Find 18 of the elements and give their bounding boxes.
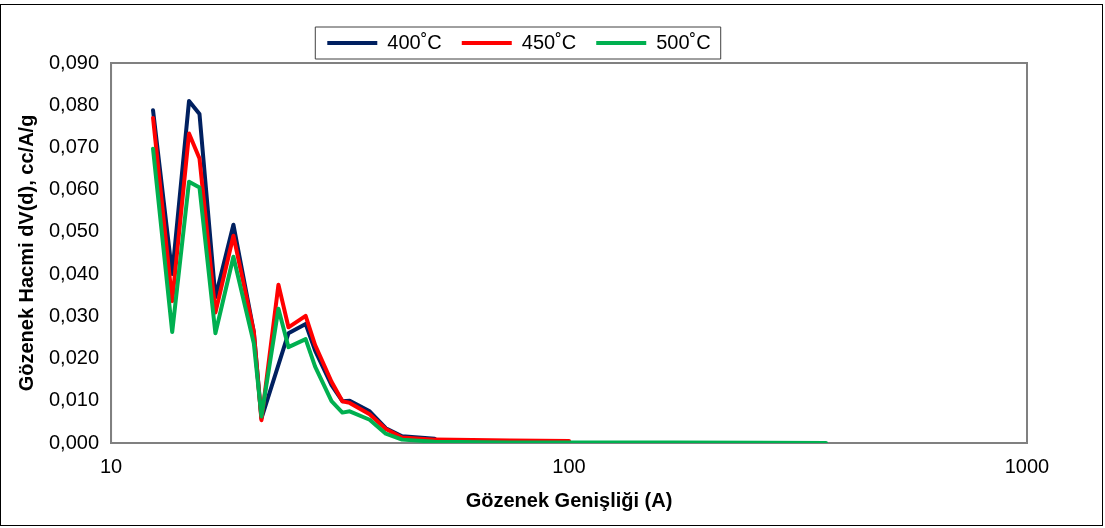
y-tick-label: 0,020 [48, 346, 100, 369]
y-tick-label: 0,080 [48, 92, 100, 115]
y-axis-title: Gözenek Hacmi dV(d), cc/A/g [14, 114, 37, 392]
x-tick-label: 1000 [1004, 454, 1050, 477]
x-axis-title: Gözenek Genişliği (A) [465, 488, 673, 511]
y-tick-label: 0,070 [48, 134, 100, 157]
y-tick-label: 0,060 [48, 177, 100, 200]
y-tick-label: 0,000 [48, 430, 100, 453]
y-tick-label: 0,030 [48, 303, 100, 326]
y-tick-label: 0,050 [48, 219, 100, 242]
x-tick-label: 10 [99, 454, 123, 477]
y-tick-label: 0,010 [48, 388, 100, 411]
legend-label: 500˚C [656, 30, 711, 53]
legend-label: 400˚C [387, 30, 442, 53]
legend-label: 450˚C [521, 30, 577, 53]
x-tick-label: 100 [552, 454, 586, 477]
y-tick-label: 0,040 [48, 261, 100, 284]
y-tick-label: 0,090 [48, 50, 100, 73]
